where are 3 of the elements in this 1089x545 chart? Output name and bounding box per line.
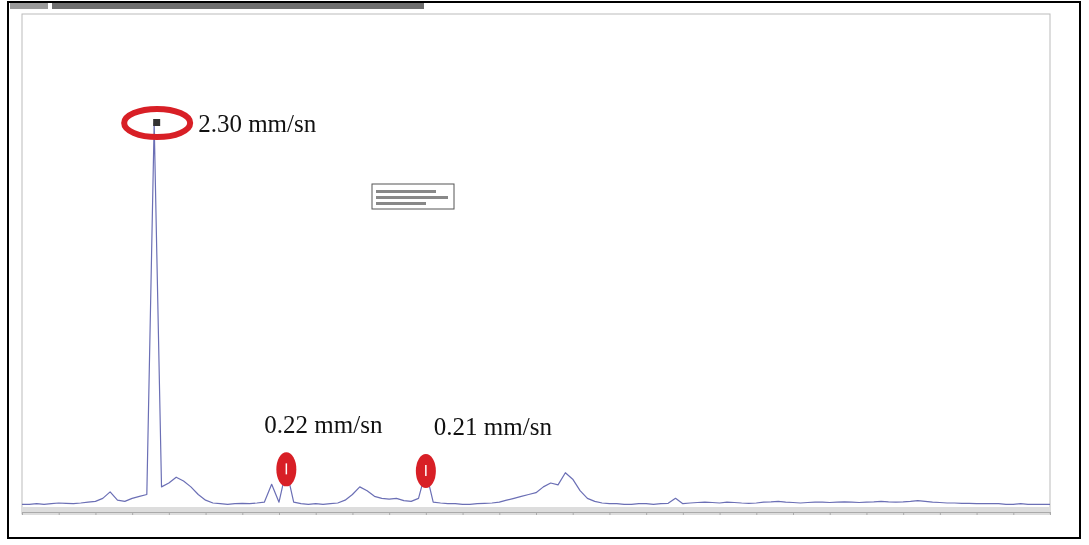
data-label: 0.21 mm/sn — [433, 413, 553, 441]
data-label: 0.22 mm/sn — [264, 411, 383, 439]
data-label: 2.30 mm/sn — [198, 110, 317, 137]
